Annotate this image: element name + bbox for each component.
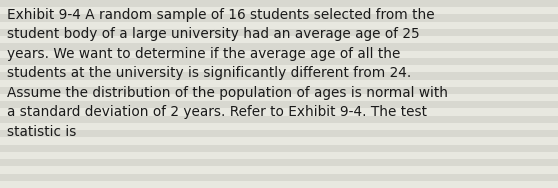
Bar: [0, 36, 558, 43]
Bar: [0, 43, 558, 51]
Bar: [0, 145, 558, 152]
Bar: [0, 181, 558, 188]
Bar: [0, 166, 558, 174]
Bar: [0, 130, 558, 137]
Bar: [0, 14, 558, 22]
Bar: [0, 29, 558, 36]
Bar: [0, 116, 558, 123]
Bar: [0, 58, 558, 65]
Bar: [0, 22, 558, 29]
Bar: [0, 72, 558, 80]
Bar: [0, 174, 558, 181]
Text: Exhibit 9-4 A random sample of 16 students selected from the
student body of a l: Exhibit 9-4 A random sample of 16 studen…: [7, 8, 448, 139]
Bar: [0, 101, 558, 108]
Bar: [0, 87, 558, 94]
Bar: [0, 0, 558, 7]
Bar: [0, 152, 558, 159]
Bar: [0, 51, 558, 58]
Bar: [0, 65, 558, 72]
Bar: [0, 137, 558, 145]
Bar: [0, 80, 558, 87]
Bar: [0, 159, 558, 166]
Bar: [0, 123, 558, 130]
Bar: [0, 94, 558, 101]
Bar: [0, 108, 558, 116]
Bar: [0, 7, 558, 14]
